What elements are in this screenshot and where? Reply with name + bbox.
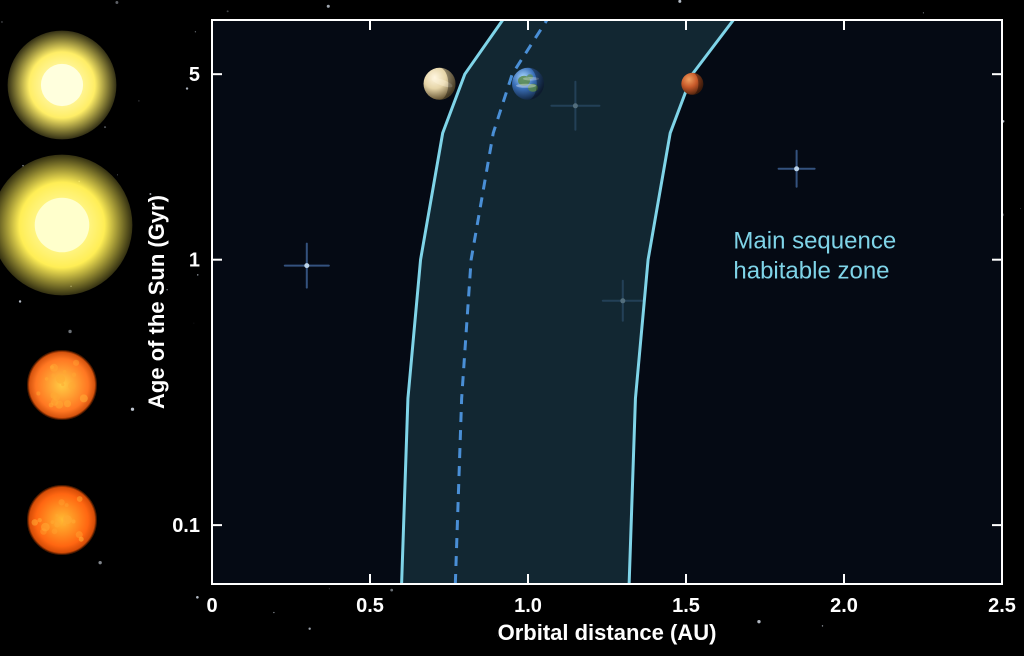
x-tick-label: 0.5 [356, 595, 384, 617]
y-tick-label: 1 [189, 250, 200, 272]
x-tick-label: 1.5 [672, 595, 700, 617]
y-axis-title: Age of the Sun (Gyr) [144, 195, 169, 409]
x-axis-title: Orbital distance (AU) [498, 620, 717, 645]
planet-earth [512, 68, 544, 100]
planet-venus [424, 68, 456, 100]
x-tick-label: 2.0 [830, 595, 858, 617]
y-tick-label: 5 [189, 64, 200, 86]
x-tick-label: 0 [206, 595, 217, 617]
annotation-line2: habitable zone [733, 258, 889, 285]
planet-mars [681, 73, 703, 95]
sun-young-a [28, 351, 96, 419]
y-tick-label: 0.1 [172, 515, 200, 537]
x-tick-label: 1.0 [514, 595, 542, 617]
annotation-line1: Main sequence [733, 228, 896, 255]
sun-young-b [28, 486, 96, 554]
habitable-zone-chart: 0 0.5 1.0 1.5 2.0 2.5 Orbital distance (AU) 0.1… [0, 0, 1024, 656]
x-tick-label: 2.5 [988, 595, 1016, 617]
